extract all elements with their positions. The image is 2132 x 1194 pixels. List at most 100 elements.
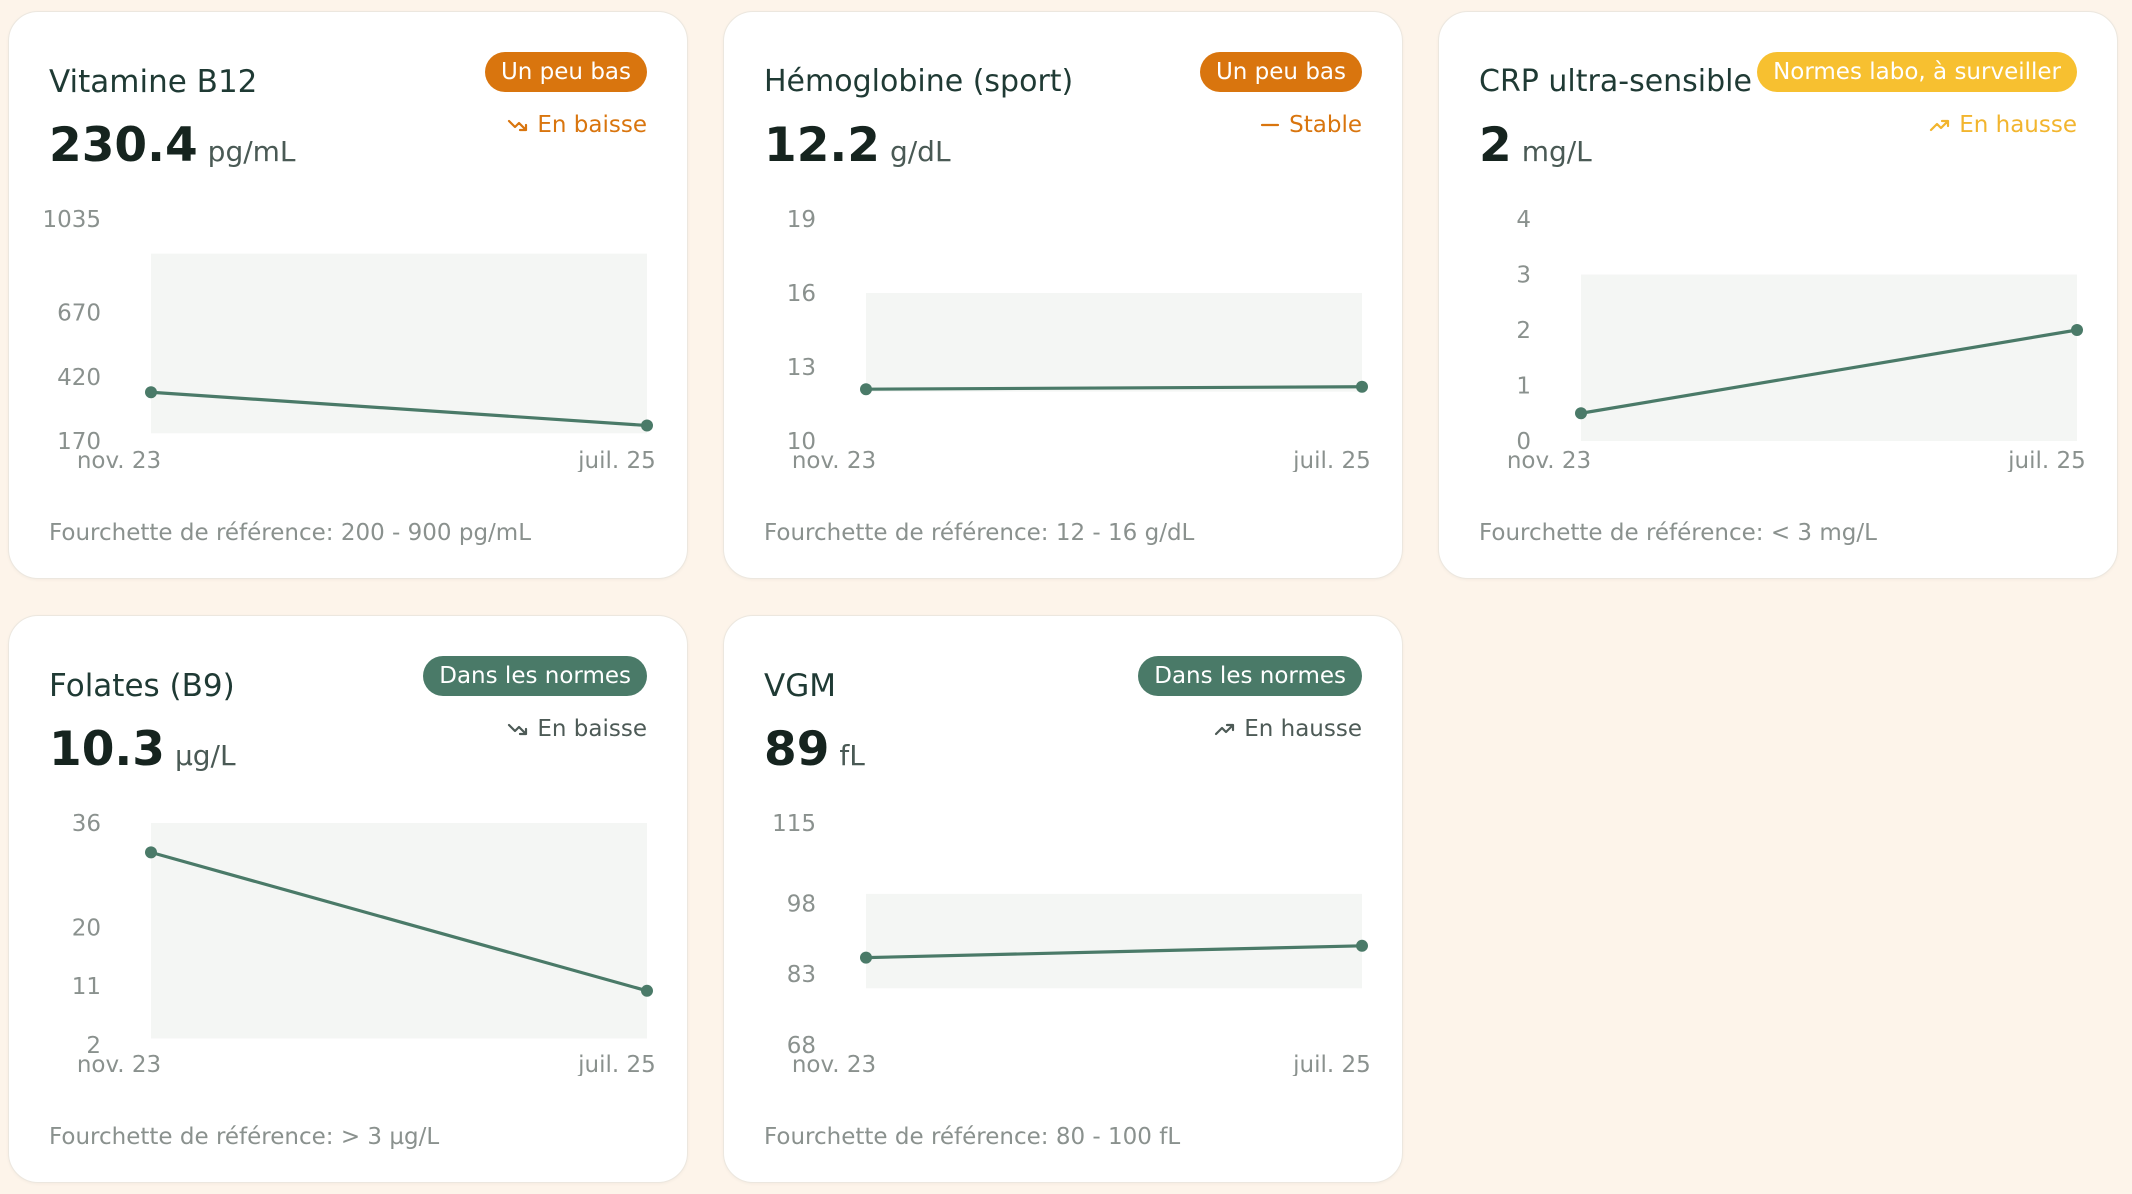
value-row: 89 fL — [764, 722, 865, 777]
data-point — [1356, 939, 1368, 952]
trend-label: En hausse — [1244, 716, 1362, 742]
biomarker-card[interactable]: Folates (B9) Dans les normes En baisse 1… — [8, 615, 688, 1183]
series-line — [1580, 328, 2078, 415]
status-badge: Un peu bas — [484, 52, 647, 92]
trend-icon — [507, 721, 529, 737]
trend-down-icon — [508, 119, 528, 132]
reference-range: Fourchette de référence: < 3 mg/L — [1479, 520, 1877, 546]
y-tick-label: 16 — [787, 281, 816, 307]
reference-band — [866, 893, 1362, 989]
trend-icon — [507, 117, 529, 133]
trend-indicator: Stable — [1259, 112, 1362, 138]
trend-label: Stable — [1289, 112, 1362, 138]
trend-indicator: En hausse — [1929, 112, 2077, 138]
x-tick-label: juil. 25 — [1292, 1052, 1371, 1076]
value-unit: fL — [839, 739, 865, 772]
card-title: Hémoglobine (sport) — [764, 64, 1074, 99]
y-tick-label: 1035 — [42, 207, 101, 233]
y-tick-label: 170 — [57, 429, 101, 455]
data-point — [641, 419, 653, 432]
x-tick-label: nov. 23 — [792, 448, 876, 472]
value-unit: µg/L — [174, 739, 236, 772]
data-point — [145, 386, 157, 399]
reference-band — [866, 293, 1362, 392]
reference-range: Fourchette de référence: 12 - 16 g/dL — [764, 520, 1195, 546]
card-title: CRP ultra-sensible — [1479, 64, 1752, 99]
y-tick-label: 13 — [787, 355, 816, 381]
y-tick-label: 0 — [1516, 429, 1531, 455]
y-tick-label: 2 — [86, 1033, 101, 1059]
biomarker-card[interactable]: CRP ultra-sensible Normes labo, à survei… — [1438, 11, 2118, 579]
value-unit: mg/L — [1521, 135, 1592, 168]
biomarker-card[interactable]: Vitamine B12 Un peu bas En baisse 230.4 p… — [8, 11, 688, 579]
reference-band — [1581, 274, 2077, 441]
data-point — [860, 383, 872, 396]
x-tick-label: juil. 25 — [2007, 448, 2086, 472]
x-tick-label: juil. 25 — [577, 448, 656, 472]
status-badge: Dans les normes — [423, 656, 647, 696]
y-tick-label: 10 — [787, 429, 816, 455]
value-row: 2 mg/L — [1479, 118, 1592, 173]
y-tick-label: 36 — [72, 811, 101, 837]
y-tick-label: 2 — [1516, 318, 1531, 344]
y-tick-label: 98 — [787, 891, 816, 917]
series-line — [865, 385, 1363, 391]
x-tick-label: nov. 23 — [1507, 448, 1591, 472]
card-title: Folates (B9) — [49, 668, 235, 704]
status-badge: Un peu bas — [1199, 52, 1362, 92]
current-value: 89 — [764, 722, 830, 777]
y-tick-label: 670 — [57, 301, 101, 327]
status-badge: Normes labo, à surveiller — [1757, 52, 2077, 92]
data-point — [1575, 407, 1587, 420]
y-tick-label: 68 — [787, 1033, 816, 1059]
y-tick-label: 11 — [72, 974, 101, 1000]
trend-icon — [1929, 117, 1951, 133]
x-tick-label: nov. 23 — [792, 1052, 876, 1076]
trend-indicator: En baisse — [507, 112, 647, 138]
reference-range: Fourchette de référence: 200 - 900 pg/mL — [49, 520, 532, 546]
data-point — [1356, 380, 1368, 393]
biomarker-card[interactable]: Hémoglobine (sport) Un peu bas Stable 12… — [723, 11, 1403, 579]
trend-label: En baisse — [537, 716, 647, 742]
reference-range: Fourchette de référence: 80 - 100 fL — [764, 1124, 1181, 1150]
trend-icon — [1259, 117, 1281, 133]
current-value: 2 — [1479, 118, 1512, 173]
x-tick-label: juil. 25 — [577, 1052, 656, 1076]
card-title: VGM — [764, 668, 836, 704]
value-row: 230.4 pg/mL — [49, 118, 296, 173]
trend-icon — [1214, 721, 1236, 737]
y-tick-label: 115 — [772, 811, 816, 837]
trend-stable-icon — [1261, 123, 1280, 127]
y-tick-label: 4 — [1516, 207, 1531, 233]
trend-label: En hausse — [1959, 112, 2077, 138]
value-row: 10.3 µg/L — [49, 722, 236, 777]
trend-up-icon — [1215, 723, 1235, 736]
value-row: 12.2 g/dL — [764, 118, 951, 173]
value-unit: g/dL — [889, 135, 951, 168]
reference-range: Fourchette de référence: > 3 µg/L — [49, 1124, 440, 1150]
value-unit: pg/mL — [207, 135, 296, 168]
card-title: Vitamine B12 — [49, 64, 258, 100]
data-point — [2071, 324, 2083, 336]
data-point — [145, 846, 157, 859]
x-tick-label: nov. 23 — [77, 448, 161, 472]
x-tick-label: juil. 25 — [1292, 448, 1371, 472]
reference-band — [151, 253, 647, 434]
y-tick-label: 83 — [787, 962, 816, 988]
y-tick-label: 3 — [1516, 263, 1531, 289]
y-tick-label: 420 — [57, 365, 101, 391]
reference-band — [151, 823, 647, 1039]
data-point — [860, 951, 872, 964]
biomarker-card[interactable]: VGM Dans les normes En hausse 89 fL 115 98… — [723, 615, 1403, 1183]
trend-indicator: En hausse — [1214, 716, 1362, 742]
x-tick-label: nov. 23 — [77, 1052, 161, 1076]
y-tick-label: 1 — [1516, 374, 1531, 400]
series-line — [150, 850, 648, 993]
trend-indicator: En baisse — [507, 716, 647, 742]
status-badge: Dans les normes — [1138, 656, 1362, 696]
y-tick-label: 19 — [787, 207, 816, 233]
